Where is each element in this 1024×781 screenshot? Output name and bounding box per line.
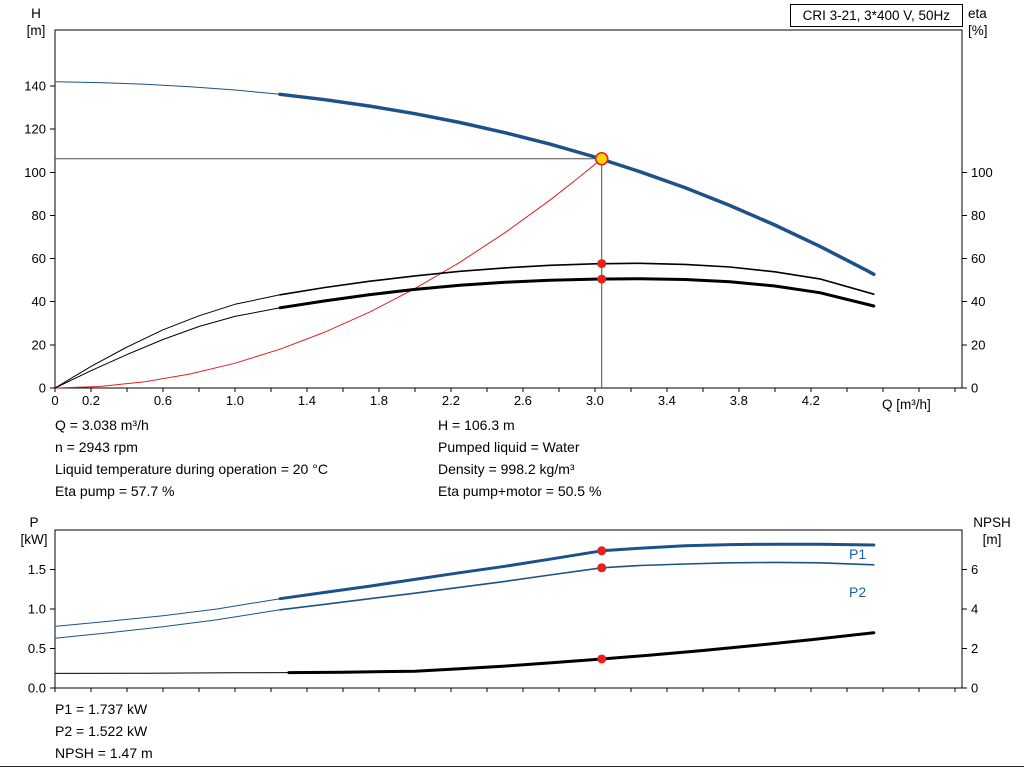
power-right-tick-label: 0: [971, 681, 978, 696]
hq-x-tick-label: 3.0: [586, 393, 604, 408]
npsh-value-text: NPSH = 1.47 m: [55, 745, 153, 761]
p2-curve-lead: [54, 609, 281, 639]
hq-right-tick-label: 20: [971, 337, 985, 352]
hq-x-tick-label: 4.2: [802, 393, 820, 408]
eta-axis-unit: [%]: [968, 23, 988, 38]
eta-pump-curve-lead: [54, 294, 281, 389]
hq-left-tick-label: 20: [32, 337, 46, 352]
operating-data-right-column: H = 106.3 m Pumped liquid = Water Densit…: [438, 414, 601, 502]
npsh-curve: [287, 631, 876, 675]
hq-left-tick-label: 40: [32, 294, 46, 309]
pump-title-box: CRI 3-21, 3*400 V, 50Hz: [789, 4, 963, 27]
hq-left-tick-label: 100: [24, 165, 46, 180]
bottom-divider: [0, 766, 1024, 767]
npsh-axis-label: NPSH [m]: [964, 514, 1020, 548]
p1-curve: [278, 542, 876, 601]
hq-left-tick-label: 120: [24, 122, 46, 137]
power-left-tick-label: 1.5: [28, 562, 46, 577]
duty-point-marker: [597, 654, 607, 664]
power-left-tick-label: 1.0: [28, 602, 46, 617]
eta-pump-curve: [279, 262, 875, 296]
hq-x-tick-label: 2.2: [442, 393, 460, 408]
h-axis-unit: [m]: [26, 23, 46, 38]
p-axis-label: P [kW]: [10, 514, 58, 548]
flow-text: Q = 3.038 m³/h: [55, 417, 149, 433]
hq-x-tick-label: 0.2: [82, 393, 100, 408]
hq-plot-frame: [54, 29, 963, 389]
eta-pump-motor-curve: [278, 277, 876, 310]
hq-x-tick-label: 3.8: [730, 393, 748, 408]
power-plot-frame: [54, 529, 963, 689]
speed-text: n = 2943 rpm: [55, 439, 138, 455]
hq-right-tick-label: 40: [971, 294, 985, 309]
hq-left-tick-label: 60: [32, 251, 46, 266]
hq-right-tick-label: 0: [971, 381, 978, 396]
hq-x-tick-label: 0: [51, 393, 58, 408]
qh-curve-lead: [54, 81, 281, 95]
power-right-tick-label: 4: [971, 602, 978, 617]
hq-x-tick-label: 1.8: [370, 393, 388, 408]
eta-axis-symbol: eta: [968, 6, 987, 21]
p2-series-label: P2: [849, 584, 867, 600]
duty-point-marker: [597, 259, 607, 269]
hq-x-tick-label: 0.6: [154, 393, 172, 408]
hq-left-tick-label: 140: [24, 79, 46, 94]
power-left-tick-label: 0.0: [28, 681, 46, 696]
power-right-tick-label: 6: [971, 562, 978, 577]
p-axis-symbol: P: [29, 515, 39, 530]
duty-point-marker: [597, 563, 607, 573]
hq-x-tick-label: 1.0: [226, 393, 244, 408]
h-axis-label: H [m]: [14, 5, 58, 39]
q-axis-label: Q [m³/h]: [882, 397, 931, 412]
duty-curve: [54, 158, 603, 389]
power-right-tick-label: 2: [971, 641, 978, 656]
eta-pump-motor-curve-lead: [54, 307, 281, 389]
p1-curve-lead: [54, 598, 281, 627]
hq-x-tick-label: 2.6: [514, 393, 532, 408]
hq-right-tick-label: 100: [971, 165, 993, 180]
p2-value-text: P2 = 1.522 kW: [55, 723, 148, 739]
npsh-curve-lead: [54, 672, 290, 674]
p1-series-label: P1: [849, 546, 867, 562]
power-values-column: P1 = 1.737 kW P2 = 1.522 kW NPSH = 1.47 …: [55, 698, 153, 764]
power-left-tick-label: 0.5: [28, 641, 46, 656]
hq-left-tick-label: 0: [39, 381, 46, 396]
hq-right-tick-label: 60: [971, 251, 985, 266]
duty-point-marker: [597, 546, 607, 556]
eta-pump-motor-text: Eta pump+motor = 50.5 %: [438, 483, 602, 499]
operating-point-marker: [594, 151, 609, 166]
eta-axis-label: eta [%]: [968, 5, 1014, 39]
hq-left-tick-label: 80: [32, 208, 46, 223]
p-axis-unit: [kW]: [20, 532, 48, 547]
hq-x-tick-label: 1.4: [298, 393, 316, 408]
density-text: Density = 998.2 kg/m³: [438, 461, 575, 477]
head-text: H = 106.3 m: [438, 417, 515, 433]
hq-right-tick-label: 80: [971, 208, 985, 223]
h-axis-symbol: H: [31, 6, 41, 21]
p2-curve: [279, 561, 875, 611]
duty-point-marker: [597, 274, 607, 284]
npsh-axis-unit: [m]: [982, 532, 1002, 547]
eta-pump-text: Eta pump = 57.7 %: [55, 483, 175, 499]
pumped-liquid-text: Pumped liquid = Water: [438, 439, 580, 455]
p1-value-text: P1 = 1.737 kW: [55, 701, 148, 717]
operating-data-left-column: Q = 3.038 m³/h n = 2943 rpm Liquid tempe…: [55, 414, 328, 502]
liquid-temperature-text: Liquid temperature during operation = 20…: [55, 461, 328, 477]
npsh-axis-symbol: NPSH: [973, 515, 1011, 530]
hq-x-tick-label: 3.4: [658, 393, 676, 408]
qh-curve: [278, 92, 876, 277]
